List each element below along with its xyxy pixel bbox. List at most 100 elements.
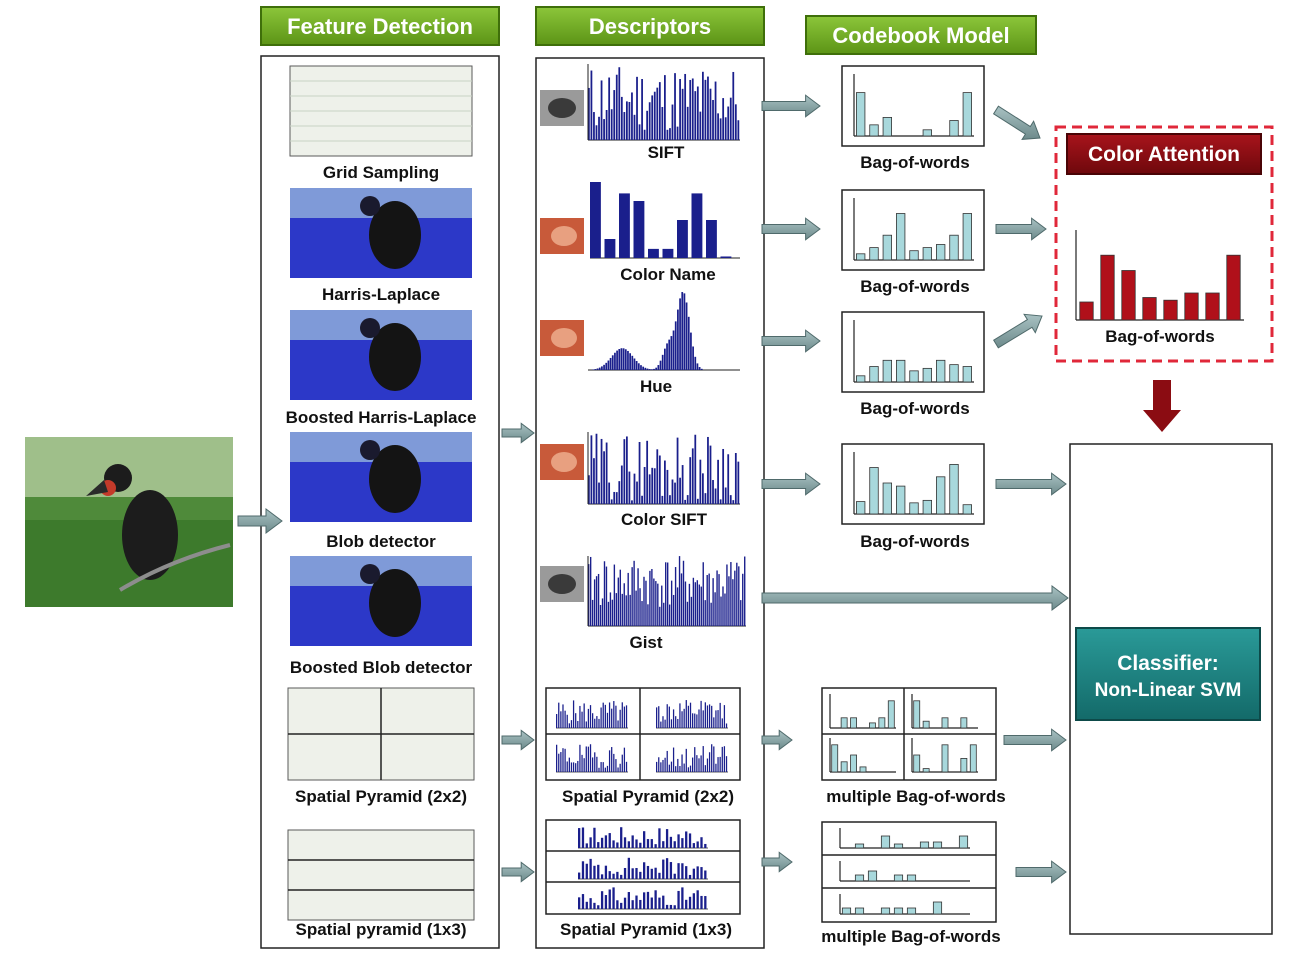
sp22-bar [725,723,728,728]
sift-bar [699,111,702,140]
multi-bow-13-bar [880,907,891,915]
classifier-title: Classifier: [1117,652,1219,675]
hue-bar [596,368,599,370]
sift-bar [732,71,735,140]
sp22-bar [596,756,598,772]
attention-bar [1226,254,1241,321]
flow-arrow [992,105,1041,140]
bow-1-bar [949,120,959,137]
hue-bar [672,330,675,370]
sift-bar [651,95,654,140]
sift-bar [656,87,659,140]
header-feature-detection-label: Feature Detection [287,14,473,39]
gist-bar [674,567,677,626]
hue-bar [622,348,625,370]
hue-bar [646,368,649,370]
sp22-bar [664,719,666,728]
detector-boosted-harris-laplace-thumb [290,310,472,400]
sp22-bar [656,761,658,772]
sp22-bar [596,716,598,728]
sp22-bar [658,757,660,772]
sp22-bar [600,707,602,728]
detector-spatial-pyramid-2x2-thumb [287,687,475,781]
color-sift-bar [631,500,633,504]
sp13-bar [662,841,665,848]
sp22-bar [677,758,679,772]
sp22-bar [619,763,621,772]
sp13-bar [623,897,627,909]
color-sift-bar [633,473,636,504]
sift-bar [605,110,608,140]
color-sift-bar [719,499,722,504]
sift-bar [641,79,643,140]
color-sift-bar [704,493,707,504]
sp13-bar [578,872,581,879]
sp22-bar [706,758,709,772]
sp13-bar [696,866,699,879]
hue-bar [655,367,658,370]
sift-bar [696,86,699,140]
sp22-bar [681,711,683,728]
sp22-bar [689,702,692,728]
sp22-bar [581,754,583,772]
sp22-bar [685,748,687,772]
sp13-bar [608,833,611,848]
sp22-bar [608,750,611,772]
sp22-bar [621,702,623,728]
color-sift-bar [722,448,725,504]
flow-arrow [237,508,283,534]
hue-bar [631,355,634,370]
gist-bar [698,584,700,626]
sp22-bar [658,706,660,728]
sp22-bar [721,718,723,728]
gist-bar [643,576,645,626]
gist-bar [651,569,653,626]
flow-arrow [1015,860,1067,884]
bow-1-bar [856,92,866,137]
color-attention-header: Color Attention [1066,133,1262,175]
color-sift-bar [646,440,649,504]
sp13-bar [581,894,585,909]
hue-bar [666,343,668,370]
gist-bar [653,578,655,626]
gist-bar [603,561,606,626]
descriptor-label-gist: Gist [629,633,662,652]
sp13-bar [665,829,669,848]
descriptor-label-spatial-pyramid-1x3: Spatial Pyramid (1x3) [560,920,732,939]
sp22-bar [696,755,698,772]
gist-bar [655,581,657,626]
bow-3-bar [949,364,959,383]
sift-bar [737,120,740,140]
sp22-bar [717,710,719,728]
color-sift-bar [729,495,732,504]
color-sift-bar [588,475,590,504]
sift-bar [608,77,611,140]
bow-3-bar [869,366,879,383]
flow-arrow [761,217,821,241]
color-sift-bar [608,482,611,504]
descriptor-gist-patch [540,566,584,602]
gist-bar [667,562,669,626]
hue-bar [696,363,699,370]
gist-bar [619,569,621,626]
sp22-bar [589,744,592,772]
sp22-bar [677,718,679,728]
detector-harris-laplace-thumb [290,188,472,278]
sp13-bar [612,873,615,879]
sift-bar [684,73,687,140]
sp22-bar [694,713,696,728]
sift-bar [709,88,712,140]
sp13-bar [646,865,650,879]
sp22-bar [706,705,709,728]
sp13-bar [685,866,688,879]
sp22-bar [592,713,594,728]
multi-bow-13-bar [867,870,878,882]
sp22-bar [725,756,728,772]
flow-arrow [501,729,535,751]
bow-2-bar [936,244,946,261]
sift-bar [674,73,676,140]
sp22-bar [702,746,704,772]
bow-4-bar [909,502,919,515]
sp22-bar [713,746,715,772]
gist-bar [639,588,641,626]
